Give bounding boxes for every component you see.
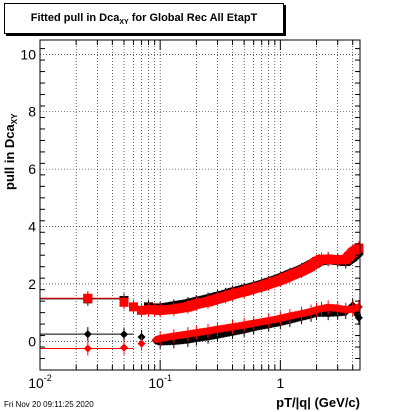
data-point (341, 305, 350, 314)
y-tick-label: 0 (28, 333, 36, 349)
data-point (183, 302, 193, 312)
y-tick-label: 4 (28, 219, 36, 235)
data-point (129, 302, 139, 312)
grid (39, 40, 360, 370)
data-point (348, 305, 357, 314)
data-point (333, 255, 343, 265)
data-point (324, 303, 333, 312)
data-point (83, 344, 92, 353)
series-3 (83, 299, 363, 356)
title-box: Fitted pull in DcaXY for Global Rec All … (4, 3, 284, 34)
x-tick-label: 10-2 (28, 373, 52, 391)
data-point (203, 297, 213, 307)
datestamp: Fri Nov 20 09:11:25 2020 (4, 400, 94, 409)
data-point (169, 332, 178, 341)
y-tick-label: 10 (20, 46, 36, 62)
data-point (276, 314, 285, 323)
x-tick-label: 1 (276, 375, 284, 391)
data-point (297, 309, 306, 318)
data-point (354, 313, 363, 322)
y-tick-label: 8 (28, 104, 36, 120)
data-point (285, 271, 295, 281)
data-point (150, 305, 160, 315)
axes: 0 2 4 6 8 10 10-2 10-1 1 (20, 39, 361, 391)
data-point (249, 284, 259, 294)
data-point (213, 325, 222, 334)
data-point (155, 305, 165, 315)
data-point (306, 261, 316, 271)
x-axis-label: pT/|q| (GeV/c) (276, 395, 360, 410)
data-point (348, 247, 358, 257)
plot-frame (39, 39, 361, 371)
data-point (257, 281, 267, 291)
data-point (137, 305, 147, 315)
series-1 (83, 241, 364, 318)
data-point (354, 302, 363, 311)
data-point (137, 339, 146, 348)
data-point (119, 297, 129, 307)
data-point (297, 266, 307, 276)
data-point (169, 304, 179, 314)
data-point (119, 343, 128, 352)
data-point (341, 255, 351, 265)
data-point (264, 279, 274, 289)
y-axis-label: pull in DcaXY (2, 113, 19, 190)
data-point (264, 316, 273, 325)
y-axis-label-wrap: pull in DcaXY (2, 40, 26, 200)
data-point (240, 320, 249, 329)
chart-title: Fitted pull in DcaXY for Global Rec All … (30, 12, 258, 26)
y-tick-label: 6 (28, 161, 36, 177)
data-point (317, 304, 326, 313)
reference-lines (40, 297, 134, 349)
data-point (203, 326, 212, 335)
data-point (221, 292, 231, 302)
data-point (191, 299, 201, 309)
data-point (228, 322, 237, 331)
data-point (249, 319, 258, 328)
data-point (239, 286, 249, 296)
data-point (144, 305, 154, 315)
data-point (333, 304, 342, 313)
data-point (183, 330, 192, 339)
data-point (275, 275, 285, 285)
data-point (323, 254, 333, 264)
data-point (192, 328, 201, 337)
data-point (83, 293, 93, 303)
data-markers (83, 241, 364, 356)
data-point (285, 312, 294, 321)
data-point (317, 255, 327, 265)
data-point (119, 330, 128, 339)
data-point (156, 334, 165, 343)
data-point (354, 243, 364, 253)
y-tick-label: 2 (28, 276, 36, 292)
data-point (83, 330, 92, 339)
data-point (228, 289, 238, 299)
x-tick-label: 10-1 (148, 373, 172, 391)
data-point (213, 294, 223, 304)
data-point (312, 257, 322, 267)
